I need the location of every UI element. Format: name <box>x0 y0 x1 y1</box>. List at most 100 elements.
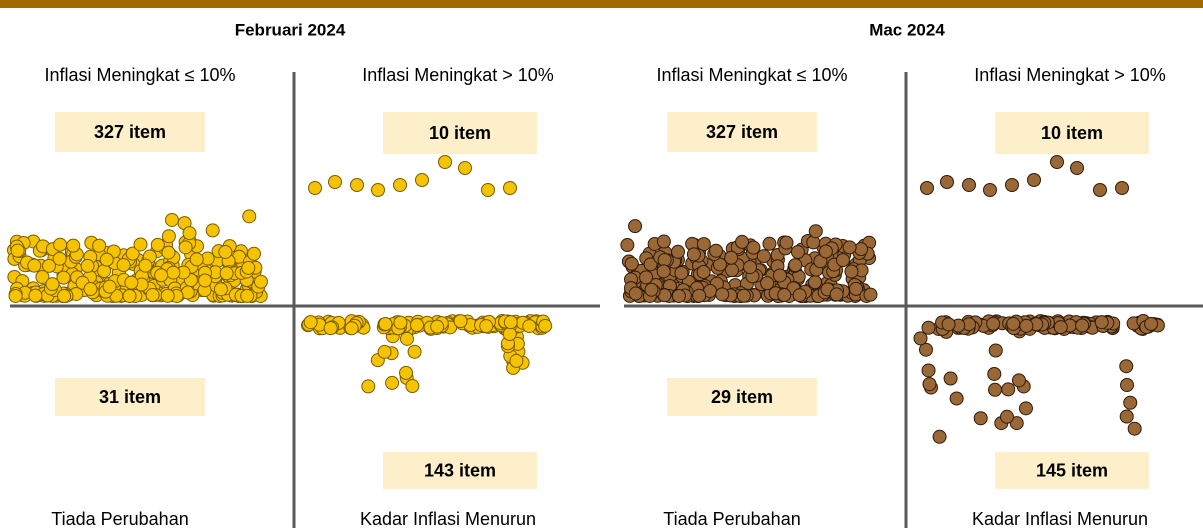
item-dot <box>164 212 179 227</box>
quadrant-label: Tiada Perubahan <box>663 509 800 529</box>
quadrant-label: Inflasi Meningkat ≤ 10% <box>45 65 236 85</box>
item-dot <box>1009 416 1024 431</box>
item-dot <box>1001 382 1016 397</box>
item-dot <box>1070 161 1084 175</box>
item-dot <box>986 316 1001 331</box>
item-dot <box>154 268 169 283</box>
item-dot <box>213 282 228 297</box>
item-dot <box>1011 373 1026 388</box>
item-dot <box>624 256 639 271</box>
item-dot <box>709 243 724 258</box>
item-dot <box>628 219 643 234</box>
item-dot <box>99 252 114 267</box>
item-dot <box>161 245 176 260</box>
item-dot <box>779 235 794 250</box>
item-dot <box>792 288 807 303</box>
count-box <box>667 112 817 152</box>
item-dot <box>644 282 659 297</box>
item-dot <box>407 344 422 359</box>
item-dot <box>481 183 495 197</box>
item-dot <box>1127 421 1142 436</box>
item-dot <box>692 288 707 303</box>
quadrant-label: Inflasi Meningkat > 10% <box>362 65 554 85</box>
item-dot <box>1006 316 1021 331</box>
item-dot <box>1019 318 1034 333</box>
item-dot <box>502 327 517 342</box>
count-label: 31 item <box>99 387 161 407</box>
item-dot <box>854 242 869 257</box>
item-dot <box>932 429 947 444</box>
item-dot <box>52 251 67 266</box>
item-dot <box>240 288 255 303</box>
item-dot <box>138 258 153 273</box>
item-dot <box>746 240 761 255</box>
count-box <box>995 452 1149 489</box>
item-dot <box>83 282 98 297</box>
item-dot <box>122 288 137 303</box>
count-label: 143 item <box>424 460 496 480</box>
item-dot <box>973 411 988 426</box>
panel: Mac 2024 Inflasi Meningkat ≤ 10% 327 item I… <box>620 20 1203 529</box>
item-dot <box>371 183 385 197</box>
quadrant-label: Tiada Perubahan <box>51 509 188 529</box>
item-dot <box>1050 155 1064 169</box>
item-dot <box>696 264 711 279</box>
item-dot <box>503 315 518 330</box>
item-dot <box>922 377 937 392</box>
count-label: 10 item <box>1041 123 1103 143</box>
item-dot <box>1094 315 1109 330</box>
item-dot <box>323 321 338 336</box>
item-dot <box>35 270 50 285</box>
item-dot <box>522 319 537 334</box>
item-dot <box>670 244 685 259</box>
item-dot <box>189 252 204 267</box>
count-box <box>995 112 1149 154</box>
item-dot <box>849 281 864 296</box>
item-dot <box>656 234 671 249</box>
item-dot <box>760 276 775 291</box>
item-dot <box>1005 178 1019 192</box>
item-dot <box>743 260 758 275</box>
item-dot <box>308 181 322 195</box>
item-dot <box>133 237 148 252</box>
item-dot <box>962 178 976 192</box>
item-dot <box>788 258 803 273</box>
item-dot <box>736 288 751 303</box>
item-dot <box>430 319 445 334</box>
item-dot <box>125 246 140 261</box>
item-dot <box>102 279 117 294</box>
item-dot <box>503 181 517 195</box>
item-dot <box>242 209 257 224</box>
quadrant-label: Kadar Inflasi Menurun <box>972 509 1148 529</box>
item-dot <box>328 175 342 189</box>
item-dot <box>393 315 408 330</box>
count-label: 327 item <box>706 122 778 142</box>
item-dot <box>410 317 425 332</box>
item-dot <box>842 240 857 255</box>
item-dot <box>835 253 850 268</box>
item-dot <box>724 250 739 265</box>
item-dot <box>1027 173 1041 187</box>
item-dot <box>735 234 750 249</box>
item-dot <box>453 314 468 329</box>
item-dot <box>949 391 964 406</box>
item-dot <box>999 409 1014 424</box>
item-dot <box>920 181 934 195</box>
item-dot <box>756 249 771 264</box>
item-dot <box>983 183 997 197</box>
item-dot <box>10 243 25 258</box>
item-dot <box>56 270 71 285</box>
item-dot <box>762 236 777 251</box>
item-dot <box>943 371 958 386</box>
item-dot <box>940 175 954 189</box>
item-dot <box>124 275 139 290</box>
item-dot <box>1144 316 1159 331</box>
item-dot <box>818 244 833 259</box>
item-dot <box>166 265 181 280</box>
item-dot <box>656 264 671 279</box>
item-dot <box>643 257 658 272</box>
item-dot <box>41 258 56 273</box>
item-dot <box>27 258 42 273</box>
item-dot <box>479 319 494 334</box>
